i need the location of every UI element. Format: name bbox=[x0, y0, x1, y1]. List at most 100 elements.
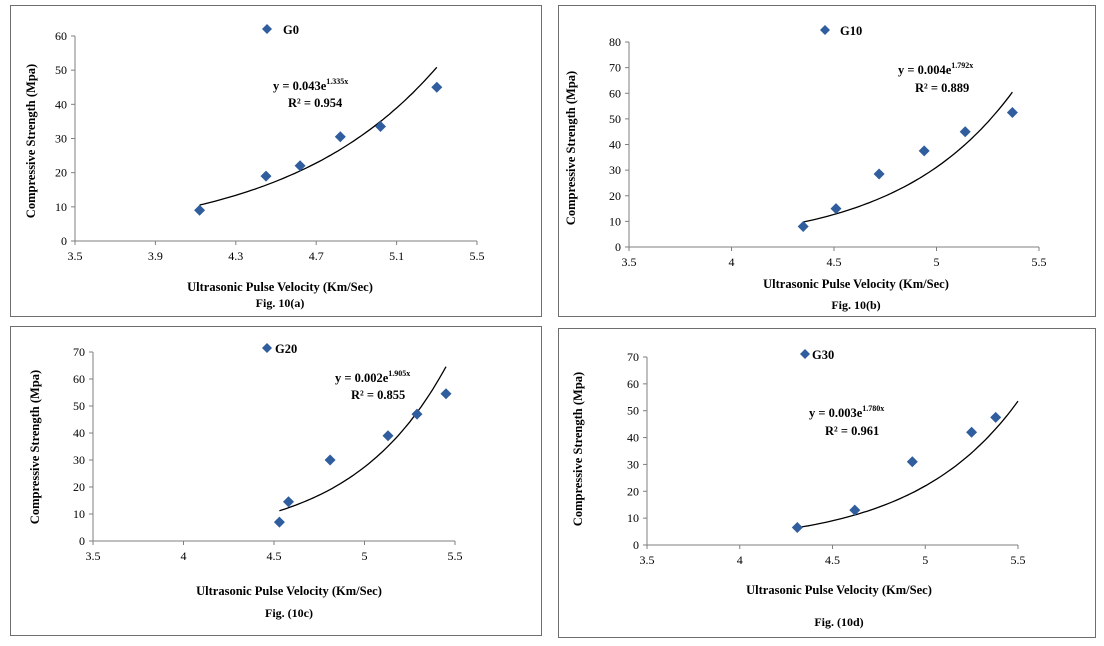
y-tick-label: 10 bbox=[73, 507, 85, 521]
data-point bbox=[260, 170, 272, 182]
y-tick-label: 0 bbox=[79, 534, 85, 548]
y-axis-label: Compressive Strength (Mpa) bbox=[24, 64, 38, 218]
legend-label-g30: G30 bbox=[812, 348, 834, 362]
y-tick-label: 50 bbox=[55, 63, 67, 77]
figure-caption: Fig. 10(b) bbox=[831, 298, 880, 312]
y-tick-label: 70 bbox=[627, 350, 639, 364]
x-axis-label: Ultrasonic Pulse Velocity (Km/Sec) bbox=[763, 277, 949, 291]
trendline bbox=[803, 91, 1013, 223]
data-point bbox=[873, 168, 885, 180]
x-tick-label: 5.5 bbox=[470, 249, 485, 263]
x-tick-label: 5 bbox=[362, 549, 368, 563]
x-tick-label: 5.5 bbox=[1011, 553, 1026, 567]
data-point bbox=[283, 496, 294, 508]
chart-panel-d: 0 10 20 30 40 50 60 70 3.5 4 4.5 5 5.5 G30 y = 0.003… bbox=[558, 328, 1096, 638]
legend-label-g20: G20 bbox=[275, 342, 297, 356]
legend-label-g0: G0 bbox=[283, 23, 299, 37]
y-tick-label: 0 bbox=[61, 234, 67, 248]
chart-b-svg: 0 10 20 30 40 50 60 70 80 3.5 4 4.5 5 5.5 G10 y = 0.0… bbox=[564, 24, 1047, 312]
trend-equation: y = 0.003e1.780x bbox=[809, 404, 884, 420]
y-tick-label: 50 bbox=[627, 404, 639, 418]
x-axis-label: Ultrasonic Pulse Velocity (Km/Sec) bbox=[187, 280, 373, 294]
y-tick-label: 10 bbox=[627, 511, 639, 525]
chart-panel-a: 0 10 20 30 40 50 60 3.5 3.9 4.3 4.7 5.1 5.5 G0 y = 0… bbox=[10, 5, 542, 317]
y-tick-label: 40 bbox=[609, 138, 621, 152]
data-point bbox=[334, 131, 346, 143]
trend-equation: y = 0.004e1.792x bbox=[898, 61, 973, 77]
y-tick-label: 40 bbox=[55, 97, 67, 111]
data-point bbox=[431, 81, 443, 93]
data-point bbox=[294, 160, 306, 172]
y-tick-label: 60 bbox=[55, 29, 67, 43]
figure-caption: Fig. 10(a) bbox=[256, 296, 305, 310]
figure-caption: Fig. (10d) bbox=[814, 615, 863, 629]
y-tick-label: 20 bbox=[627, 484, 639, 498]
y-tick-label: 50 bbox=[609, 112, 621, 126]
data-point bbox=[990, 411, 1002, 423]
y-tick-label: 10 bbox=[55, 200, 67, 214]
x-tick-label: 4 bbox=[737, 553, 743, 567]
legend-label-g10: G10 bbox=[840, 24, 862, 38]
y-axis-label: Compressive Strength (Mpa) bbox=[28, 370, 42, 524]
y-tick-label: 0 bbox=[615, 240, 621, 254]
x-tick-label: 5.1 bbox=[389, 249, 404, 263]
x-axis-label: Ultrasonic Pulse Velocity (Km/Sec) bbox=[746, 583, 932, 597]
x-tick-label: 4.5 bbox=[827, 255, 842, 269]
data-point bbox=[324, 454, 336, 466]
legend-marker-g20 bbox=[262, 343, 272, 353]
legend-marker-g30 bbox=[800, 349, 810, 359]
y-tick-label: 70 bbox=[609, 61, 621, 75]
chart-panel-c: 0 10 20 30 40 50 60 70 3.5 4 4.5 5 5.5 G20 y = 0.002… bbox=[10, 326, 542, 636]
x-tick-label: 3.5 bbox=[68, 249, 83, 263]
data-point bbox=[273, 516, 285, 528]
data-point bbox=[906, 456, 918, 468]
r-squared: R² = 0.961 bbox=[825, 424, 879, 438]
y-tick-label: 40 bbox=[73, 426, 85, 440]
data-point bbox=[849, 504, 861, 516]
x-tick-label: 3.5 bbox=[86, 549, 101, 563]
x-tick-label: 3.5 bbox=[640, 553, 655, 567]
data-point bbox=[194, 204, 206, 216]
x-tick-label: 4.5 bbox=[825, 553, 840, 567]
x-tick-label: 4.3 bbox=[228, 249, 243, 263]
y-tick-label: 30 bbox=[55, 132, 67, 146]
r-squared: R² = 0.889 bbox=[915, 81, 969, 95]
x-tick-label: 5.5 bbox=[1032, 255, 1047, 269]
x-tick-label: 4 bbox=[729, 255, 735, 269]
x-tick-label: 5 bbox=[922, 553, 928, 567]
y-tick-label: 20 bbox=[73, 480, 85, 494]
data-point bbox=[440, 388, 452, 400]
data-point bbox=[375, 121, 386, 132]
trend-equation: y = 0.002e1.905x bbox=[335, 369, 410, 385]
y-tick-label: 60 bbox=[609, 86, 621, 100]
y-tick-label: 40 bbox=[627, 431, 639, 445]
y-axis-label: Compressive Strength (Mpa) bbox=[571, 372, 585, 526]
y-tick-label: 50 bbox=[73, 399, 85, 413]
y-tick-label: 30 bbox=[609, 163, 621, 177]
trendline bbox=[199, 66, 438, 206]
x-tick-label: 4 bbox=[181, 549, 187, 563]
trendline bbox=[797, 400, 1019, 529]
y-tick-label: 0 bbox=[633, 538, 639, 552]
y-tick-label: 30 bbox=[627, 457, 639, 471]
y-tick-label: 80 bbox=[609, 35, 621, 49]
r-squared: R² = 0.855 bbox=[351, 388, 405, 402]
data-point bbox=[411, 408, 423, 420]
y-tick-label: 20 bbox=[609, 189, 621, 203]
legend-marker-g0 bbox=[262, 24, 272, 34]
chart-a-svg: 0 10 20 30 40 50 60 3.5 3.9 4.3 4.7 5.1 5.5 G0 y = 0… bbox=[24, 23, 485, 310]
data-point bbox=[918, 145, 930, 157]
legend-marker-g10 bbox=[820, 25, 830, 35]
y-tick-label: 60 bbox=[73, 372, 85, 386]
data-point bbox=[791, 522, 803, 533]
trend-equation: y = 0.043e1.335x bbox=[273, 77, 348, 93]
x-tick-label: 5.5 bbox=[448, 549, 463, 563]
x-tick-label: 4.7 bbox=[309, 249, 324, 263]
chart-c-svg: 0 10 20 30 40 50 60 70 3.5 4 4.5 5 5.5 G20 y = 0.002… bbox=[28, 342, 463, 620]
r-squared: R² = 0.954 bbox=[288, 96, 343, 110]
data-point bbox=[830, 203, 842, 215]
figure-caption: Fig. (10c) bbox=[265, 606, 313, 620]
x-tick-label: 3.9 bbox=[148, 249, 163, 263]
y-axis-label: Compressive Strength (Mpa) bbox=[564, 71, 578, 225]
data-point bbox=[959, 126, 971, 138]
